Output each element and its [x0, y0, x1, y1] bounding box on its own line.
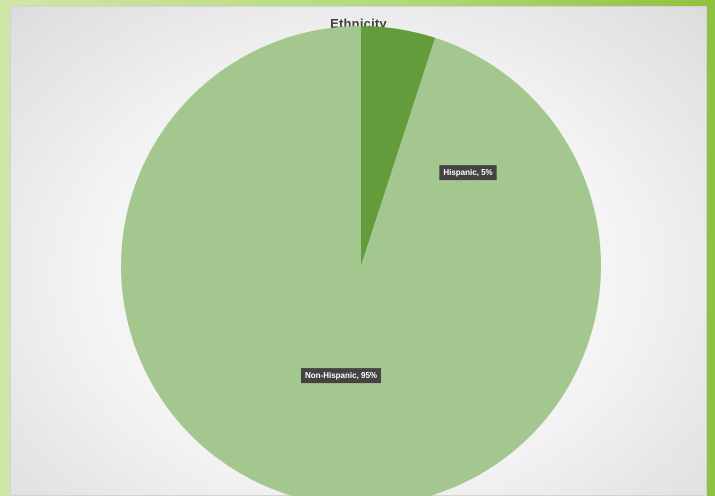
pie-slice-hispanic	[361, 26, 436, 266]
data-label-hispanic: Hispanic, 5%	[439, 165, 497, 181]
data-label-box	[439, 165, 497, 181]
data-label-text: Non-Hispanic, 95%	[305, 371, 377, 380]
chart-area: Ethnicity Hispanic, 5% Non-Hispanic, 95%	[10, 6, 707, 496]
pie-slices-layer	[121, 26, 601, 496]
pie-data-labels-layer: Hispanic, 5% Non-Hispanic, 95%	[300, 165, 497, 384]
pie-slice-non-hispanic	[121, 26, 601, 496]
data-label-box	[300, 368, 382, 384]
pie-chart: Hispanic, 5% Non-Hispanic, 95%	[121, 26, 601, 496]
data-label-text: Hispanic, 5%	[443, 168, 492, 177]
data-label-non-hispanic: Non-Hispanic, 95%	[300, 368, 382, 384]
